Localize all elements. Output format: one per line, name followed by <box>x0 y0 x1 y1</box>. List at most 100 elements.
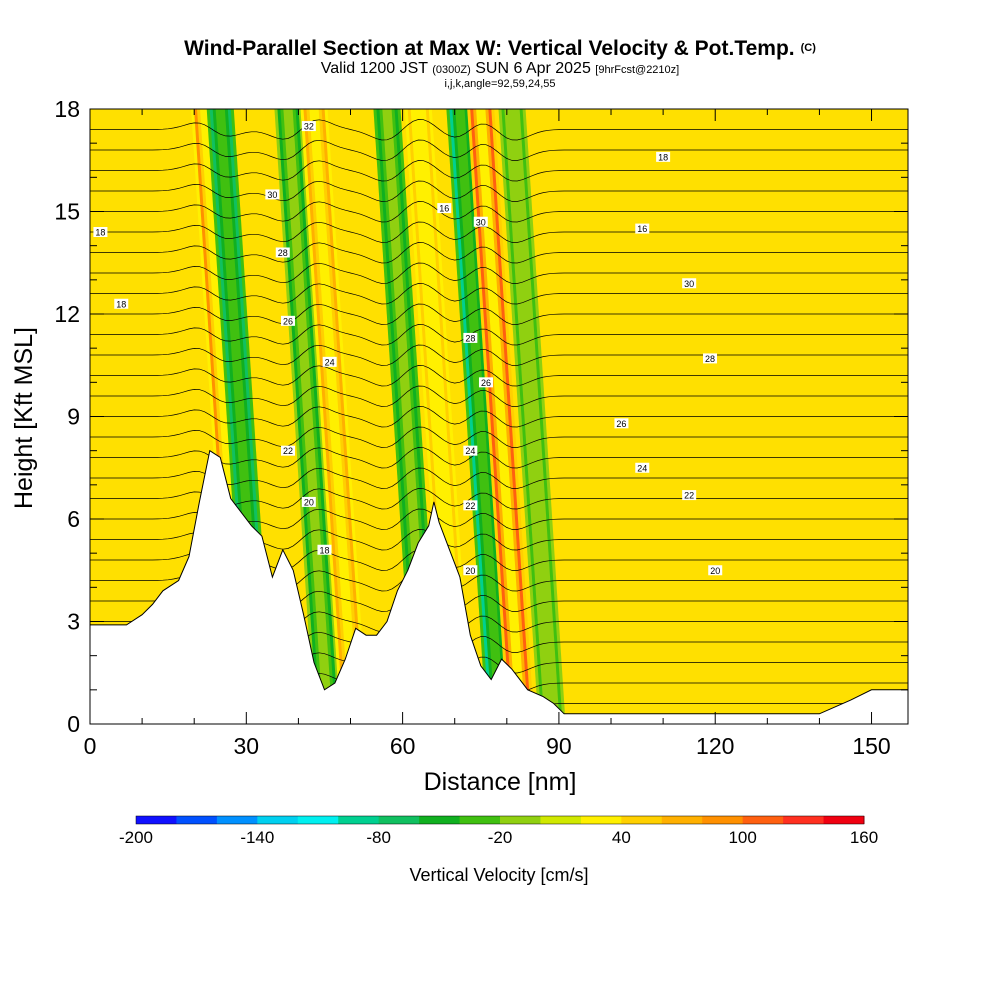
theta-contour-line <box>90 221 908 243</box>
contour-label-bg <box>473 216 488 227</box>
contour-label: 30 <box>684 279 694 289</box>
contour-label-bg <box>322 356 337 367</box>
theta-contour-line <box>90 160 908 182</box>
x-axis-label: Distance [nm] <box>424 768 577 796</box>
contour-label: 30 <box>476 217 486 227</box>
colorbar-swatch <box>580 816 622 824</box>
contour-label: 22 <box>283 446 293 456</box>
contour-label-bg <box>93 227 108 237</box>
colorbar-swatch <box>661 816 703 824</box>
theta-contour-line <box>90 324 908 346</box>
contour-label-bg <box>301 496 316 507</box>
y-tick-label: 18 <box>54 96 80 122</box>
velocity-band <box>283 109 333 724</box>
contour-label: 26 <box>616 419 626 429</box>
x-tick-label: 0 <box>84 733 97 759</box>
x-tick-label: 30 <box>234 733 260 759</box>
colorbar-swatch <box>823 816 865 824</box>
colorbar-swatch <box>176 816 218 824</box>
chart-header: Wind-Parallel Section at Max W: Vertical… <box>0 36 1000 90</box>
chart-title-line: Wind-Parallel Section at Max W: Vertical… <box>0 36 1000 61</box>
contour-label-bg <box>265 189 280 200</box>
y-tick-label: 15 <box>54 199 80 225</box>
theta-contour-line <box>90 262 908 284</box>
contour-label: 16 <box>637 224 647 234</box>
theta-contour-line <box>90 303 908 325</box>
colorbar-swatch <box>378 816 420 824</box>
contour-label: 18 <box>658 152 668 162</box>
contour-label: 30 <box>267 190 277 200</box>
contour-label: 18 <box>95 228 105 238</box>
contour-label-bg <box>114 298 129 309</box>
theta-contour-line <box>90 385 908 407</box>
colorbar-swatch <box>459 816 501 824</box>
copyright-mark: (C) <box>800 42 816 54</box>
y-tick-label: 0 <box>67 711 80 737</box>
x-tick-label: 60 <box>390 733 416 759</box>
contour-label-bg <box>437 203 452 214</box>
contour-label: 26 <box>481 378 491 388</box>
contour-label-bg <box>463 445 478 456</box>
terrain-mask <box>90 449 908 724</box>
contour-label-bg <box>635 223 650 234</box>
colorbar-tick-label: 40 <box>612 828 631 847</box>
colorbar-swatch <box>742 816 784 824</box>
theta-contour-line <box>90 426 908 448</box>
contour-label: 24 <box>637 463 647 473</box>
theta-contour-line <box>90 201 908 223</box>
valid-time-line: Valid 1200 JST (0300Z) SUN 6 Apr 2025 [9… <box>0 61 1000 78</box>
theta-contour-line <box>90 447 908 469</box>
contour-label-bg <box>635 462 650 473</box>
contour-label-bg <box>280 445 295 456</box>
contour-label: 26 <box>283 316 293 326</box>
colorbar-swatch <box>540 816 582 824</box>
contour-label-bg <box>463 565 478 576</box>
contour-label-bg <box>275 247 290 258</box>
contour-label: 20 <box>465 566 475 576</box>
plot-area: 32 30 28 26 24 22 20 18 16 30 28 26 24 22 20 18 16 30 28 26… <box>90 109 908 724</box>
contour-label-bg <box>317 544 332 555</box>
colorbar-swatch <box>702 816 744 824</box>
contour-label: 22 <box>465 501 475 511</box>
contour-label: 24 <box>465 446 475 456</box>
contour-label: 24 <box>325 357 335 367</box>
velocity-band <box>455 109 505 724</box>
theta-contour-line <box>90 139 908 161</box>
contour-label: 16 <box>439 204 449 214</box>
colorbar-swatch <box>257 816 299 824</box>
colorbar-frame <box>135 815 865 825</box>
colorbar-tick-label: -140 <box>240 828 274 847</box>
contour-label-bg <box>708 565 723 576</box>
contour-label-bg <box>478 377 493 388</box>
theta-contour-line <box>90 119 908 141</box>
theta-contour-line <box>90 180 908 202</box>
colorbar-swatch <box>338 816 380 824</box>
valid-prefix: Valid 1200 JST <box>320 60 428 77</box>
x-tick-label: 120 <box>696 733 734 759</box>
colorbar-swatch <box>621 816 663 824</box>
theta-contour-line <box>90 242 908 264</box>
y-tick-label: 3 <box>67 609 80 635</box>
valid-date: SUN 6 Apr 2025 <box>475 60 591 77</box>
colorbar-swatch <box>500 816 541 824</box>
y-axis-label: Height [Kft MSL] <box>10 327 38 509</box>
chart-title: Wind-Parallel Section at Max W: Vertical… <box>184 37 795 60</box>
theta-contour-line <box>90 406 908 428</box>
colorbar-tick-label: 160 <box>850 828 878 847</box>
contour-label: 20 <box>304 497 314 507</box>
y-tick-label: 6 <box>67 506 80 532</box>
theta-contour-line <box>90 283 908 305</box>
colorbar-tick-label: -20 <box>488 828 513 847</box>
contour-label-bg <box>301 121 316 132</box>
contour-label-bg <box>656 151 671 162</box>
contour-label: 22 <box>684 491 694 501</box>
x-tick-label: 90 <box>546 733 572 759</box>
contour-label-bg <box>463 332 478 343</box>
colorbar-swatch <box>136 816 177 824</box>
y-tick-label: 12 <box>54 301 80 327</box>
contour-label: 28 <box>465 333 475 343</box>
colorbar-swatch <box>216 816 258 824</box>
contour-label: 18 <box>116 299 126 309</box>
chart-subtitle: i,j,k,angle=92,59,24,55 <box>444 78 556 90</box>
